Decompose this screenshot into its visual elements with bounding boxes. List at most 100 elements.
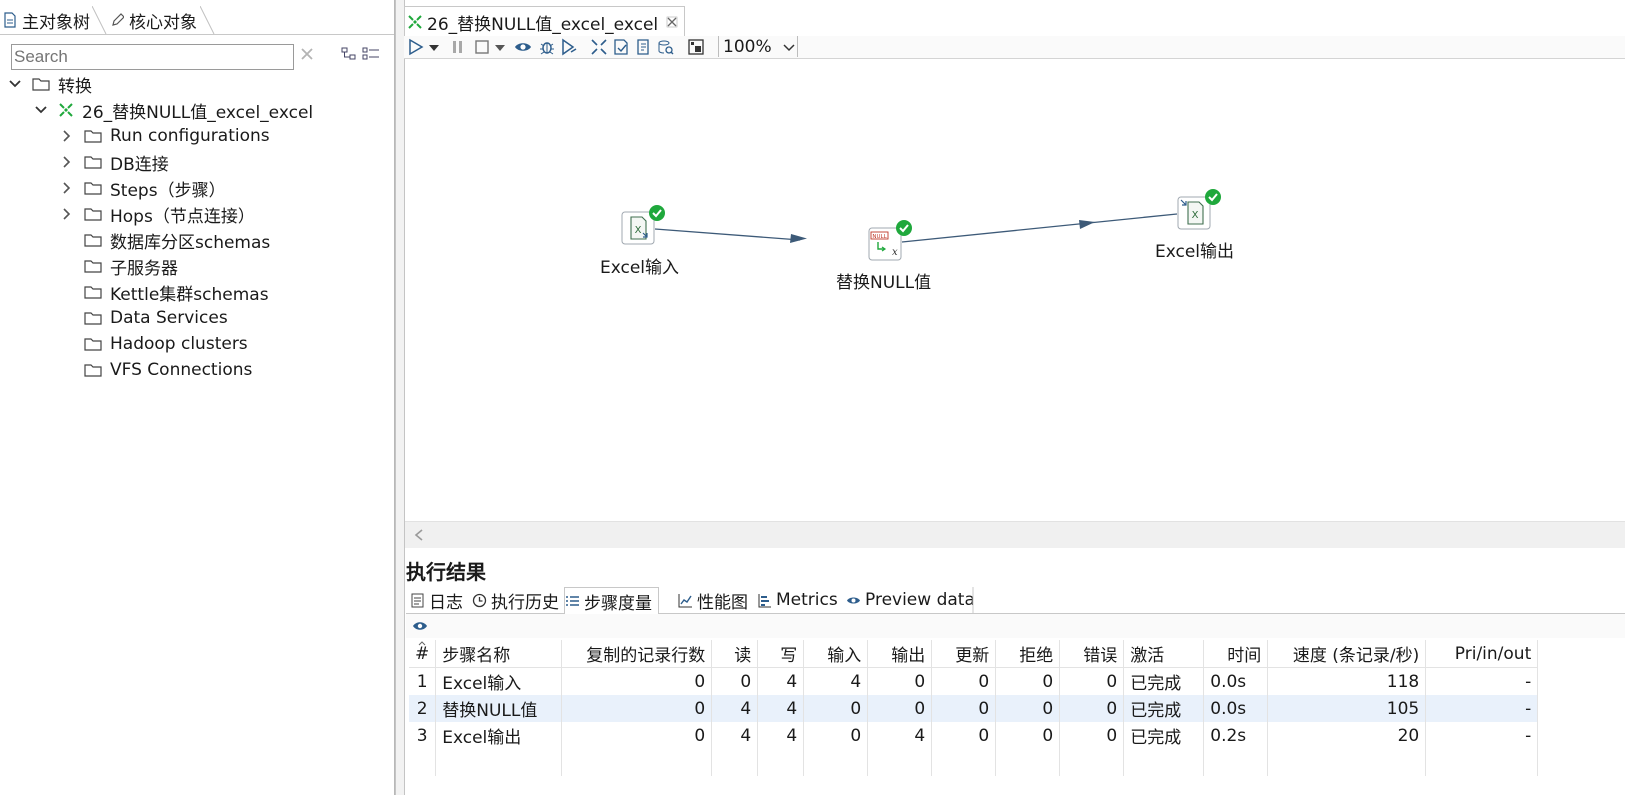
chevron-right-icon[interactable] — [60, 155, 74, 169]
step-excel-output[interactable]: X — [1177, 196, 1211, 230]
cell-rejected: 0 — [995, 667, 1061, 695]
cell-pri-in-out: - — [1425, 667, 1539, 695]
column-header-updated[interactable]: 更新 — [931, 640, 997, 668]
step-replace-null[interactable]: NULL x — [868, 227, 902, 261]
impact-icon[interactable] — [612, 38, 630, 56]
chevron-down-icon[interactable] — [34, 103, 48, 117]
pause-icon[interactable] — [449, 38, 467, 56]
chevron-right-icon[interactable] — [60, 207, 74, 221]
expand-all-icon[interactable] — [362, 46, 380, 62]
replay-icon[interactable] — [560, 38, 578, 56]
run-icon[interactable] — [407, 38, 425, 56]
tree-item-steps[interactable]: Steps（步骤） — [8, 175, 313, 201]
table-row-empty — [409, 749, 1539, 776]
show-results-icon[interactable] — [687, 38, 705, 56]
chevron-right-icon[interactable] — [60, 129, 74, 143]
verify-icon[interactable] — [590, 38, 608, 56]
tab-performance-graph[interactable]: 性能图 — [678, 587, 748, 613]
folder-icon — [84, 338, 102, 351]
table-row[interactable]: 3 Excel输出 0 4 4 0 4 0 0 0 已完成 0.2s 20 - — [409, 722, 1539, 749]
stop-icon[interactable] — [473, 38, 491, 56]
column-header-read[interactable]: 读 — [711, 640, 759, 668]
step-excel-input[interactable]: X — [621, 211, 655, 245]
column-header-output[interactable]: 输出 — [867, 640, 933, 668]
cell-read: 4 — [711, 722, 759, 749]
column-header-copies[interactable]: 复制的记录行数 — [561, 640, 713, 668]
tab-label: Preview data — [865, 590, 975, 610]
column-header-index[interactable]: # — [409, 640, 437, 668]
svg-text:x: x — [892, 247, 898, 258]
collapse-all-icon[interactable] — [341, 46, 357, 62]
tab-step-metrics[interactable]: 步骤度量 — [564, 587, 659, 616]
metrics-toolbar — [406, 614, 1625, 638]
run-options-dropdown-icon[interactable] — [428, 38, 440, 56]
tree-item-data-services[interactable]: Data Services — [8, 305, 313, 331]
tree-item-label: VFS Connections — [110, 360, 253, 380]
tree-item-hadoop-clusters[interactable]: Hadoop clusters — [8, 331, 313, 357]
folder-icon — [84, 312, 102, 325]
column-header-pri-in-out[interactable]: Pri/in/out — [1425, 640, 1539, 668]
tab-core-objects[interactable]: 核心对象 — [110, 6, 197, 34]
clear-search-icon[interactable] — [300, 47, 314, 61]
explore-db-icon[interactable] — [656, 38, 674, 56]
column-header-written[interactable]: 写 — [757, 640, 805, 668]
scroll-left-arrow-icon[interactable] — [413, 528, 425, 542]
tab-preview-data[interactable]: Preview data — [846, 587, 975, 613]
panel-splitter[interactable] — [395, 0, 405, 795]
tree-item-label: Data Services — [110, 308, 228, 328]
success-check-icon — [896, 220, 912, 236]
table-row[interactable]: 2 替换NULL值 0 4 4 0 0 0 0 0 已完成 0.0s 105 - — [409, 695, 1539, 722]
canvas-horizontal-scrollbar[interactable] — [405, 521, 1625, 548]
cell-pri-in-out: - — [1425, 722, 1539, 749]
column-header-active[interactable]: 激活 — [1123, 640, 1205, 668]
chevron-down-icon[interactable] — [8, 77, 22, 91]
folder-icon — [84, 234, 102, 247]
search-input[interactable] — [11, 44, 294, 70]
eye-icon — [847, 597, 860, 603]
cell-copies: 0 — [561, 667, 713, 695]
tree-node-root[interactable]: 转换 — [8, 71, 313, 97]
column-header-rejected[interactable]: 拒绝 — [995, 640, 1061, 668]
editor-tab-transformation[interactable]: 26_替换NULL值_excel_excel — [404, 6, 686, 37]
eye-icon[interactable] — [412, 619, 428, 633]
transformation-canvas[interactable]: X Excel输入 NULL x 替换NULL值 X Excel输出 — [405, 59, 1625, 521]
zoom-select[interactable]: 100% — [718, 36, 798, 57]
tree-item-hops[interactable]: Hops（节点连接） — [8, 201, 313, 227]
hops-layer — [654, 213, 1178, 243]
chevron-right-icon[interactable] — [60, 181, 74, 195]
tab-log[interactable]: 日志 — [410, 587, 463, 613]
step-metrics-table: # 步骤名称 复制的记录行数 读 写 输入 输出 更新 拒绝 错误 激活 时间 … — [409, 640, 1625, 795]
chevron-down-icon — [783, 43, 795, 51]
column-header-speed[interactable]: 速度 (条记录/秒) — [1267, 640, 1427, 668]
close-tab-icon[interactable] — [666, 16, 678, 28]
column-header-input[interactable]: 输入 — [803, 640, 869, 668]
column-header-step-name[interactable]: 步骤名称 — [435, 640, 563, 668]
sql-icon[interactable] — [634, 38, 652, 56]
hop-excel-input-to-replace-null[interactable] — [654, 228, 807, 243]
pencil-icon — [112, 13, 124, 26]
cell-errors: 0 — [1059, 722, 1125, 749]
tab-main-object-tree[interactable]: 主对象树 — [3, 6, 90, 34]
debug-icon[interactable] — [538, 38, 556, 56]
tree-item-partition-schemas[interactable]: 数据库分区schemas — [8, 227, 313, 253]
tree-item-run-configurations[interactable]: Run configurations — [8, 123, 313, 149]
column-header-time[interactable]: 时间 — [1203, 640, 1269, 668]
step-label: Excel输出 — [1155, 242, 1235, 262]
tree-item-label: Steps（步骤） — [110, 180, 226, 201]
tree-node-transformation[interactable]: 26_替换NULL值_excel_excel — [8, 97, 313, 123]
tab-end-separator — [972, 587, 974, 613]
table-row[interactable]: 1 Excel输入 0 0 4 4 0 0 0 0 已完成 0.0s 118 - — [409, 667, 1539, 695]
tab-metrics[interactable]: Metrics — [757, 587, 838, 613]
tree-item-label: DB连接 — [110, 154, 169, 175]
tree-item-slave-servers[interactable]: 子服务器 — [8, 253, 313, 279]
svg-text:X: X — [1192, 210, 1199, 221]
tree-item-vfs-connections[interactable]: VFS Connections — [8, 357, 313, 383]
column-header-errors[interactable]: 错误 — [1059, 640, 1125, 668]
stop-options-dropdown-icon[interactable] — [494, 38, 506, 56]
cell-errors: 0 — [1059, 695, 1125, 722]
tree-item-cluster-schemas[interactable]: Kettle集群schemas — [8, 279, 313, 305]
preview-icon[interactable] — [514, 38, 532, 56]
hop-replace-null-to-excel-output[interactable] — [901, 213, 1178, 243]
tree-item-db-connections[interactable]: DB连接 — [8, 149, 313, 175]
tab-execution-history[interactable]: 执行历史 — [472, 587, 559, 613]
